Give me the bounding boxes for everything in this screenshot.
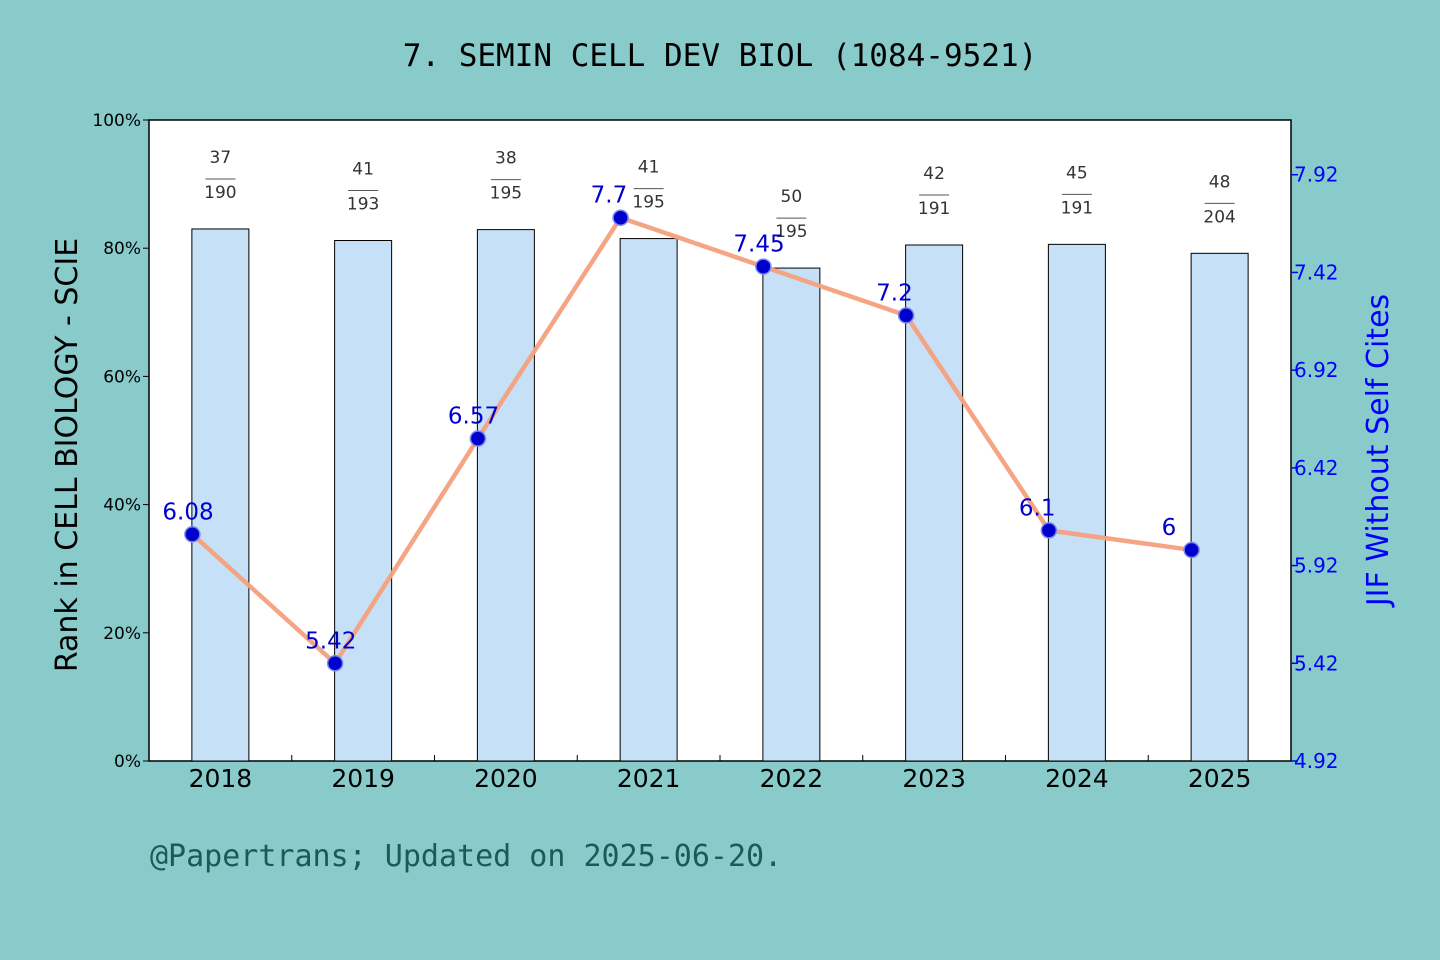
jif-value-label: 6 — [1162, 515, 1177, 541]
jif-marker — [1183, 541, 1200, 559]
total-label: 195 — [490, 184, 522, 204]
x-axis-tick-label: 2018 — [189, 764, 253, 793]
total-label: 195 — [775, 222, 807, 242]
jif-marker — [326, 655, 344, 672]
rank-label: 38 — [495, 149, 517, 169]
right-axis-tick-label: 4.92 — [1294, 749, 1339, 773]
rank-label: 45 — [1066, 163, 1088, 183]
right-axis-tick-label: 7.42 — [1294, 260, 1339, 284]
footer-note: @Papertrans; Updated on 2025-06-20. — [150, 839, 782, 874]
left-axis-tick-label: 100% — [92, 111, 141, 131]
jif-value-label: 7.7 — [591, 183, 628, 209]
jif-marker — [469, 430, 487, 447]
jif-marker — [184, 526, 201, 543]
right-axis-label: JIF Without Self Cites — [1361, 294, 1396, 608]
bar-series — [191, 228, 1249, 762]
total-label: 190 — [204, 183, 236, 203]
right-axis-tick-label: 7.92 — [1294, 163, 1339, 187]
rank-label: 37 — [210, 148, 232, 168]
jif-marker — [897, 307, 915, 324]
right-axis-tick-label: 5.92 — [1294, 554, 1339, 578]
right-axis-tick-label: 6.42 — [1294, 456, 1339, 480]
total-label: 193 — [347, 195, 379, 215]
jif-value-label: 6.57 — [448, 404, 499, 430]
x-axis-tick-label: 2021 — [617, 764, 681, 793]
right-axis: 4.92 5.42 5.92 6.42 6.92 7.42 7.92 — [1291, 163, 1339, 773]
jif-marker — [755, 258, 772, 275]
jif-marker — [612, 209, 629, 226]
rank-label: 42 — [923, 164, 945, 184]
total-label: 191 — [918, 199, 950, 219]
right-axis-tick-label: 6.92 — [1294, 358, 1339, 382]
jif-value-label: 6.1 — [1019, 495, 1056, 521]
bar — [762, 267, 821, 762]
x-axis-tick-label: 2022 — [760, 764, 824, 793]
x-axis-tick-label: 2019 — [331, 764, 395, 793]
x-axis-tick-label: 2025 — [1188, 764, 1252, 793]
x-axis-tick-label: 2024 — [1045, 764, 1109, 793]
jif-value-label: 5.42 — [305, 628, 356, 654]
total-label: 191 — [1061, 198, 1093, 218]
x-axis-tick-label: 2020 — [474, 764, 538, 793]
rank-label: 48 — [1209, 172, 1231, 192]
left-axis-label: Rank in CELL BIOLOGY - SCIE — [50, 238, 85, 672]
left-axis-tick-label: 80% — [103, 239, 141, 259]
rank-labels: 37 190 41 193 38 195 41 195 50 195 42 191 45 191 48 204 — [204, 148, 1236, 242]
left-axis-tick-label: 0% — [114, 752, 141, 772]
line-series: 6.08 5.42 6.57 7.7 7.45 7.2 6.1 6 — [162, 183, 1200, 672]
bar — [191, 228, 250, 762]
left-axis-tick-label: 40% — [103, 496, 141, 516]
plot-area — [148, 119, 1292, 762]
x-axis: 2018 2019 2020 2021 2022 2023 2024 2025 — [189, 755, 1252, 793]
jif-value-label: 7.2 — [876, 280, 913, 306]
jif-line — [190, 215, 1192, 666]
left-axis: 0% 20% 40% 60% 80% 100% — [92, 111, 149, 772]
rank-label: 41 — [352, 160, 374, 180]
bar — [1047, 243, 1106, 762]
bar — [334, 240, 393, 762]
left-axis-tick-label: 20% — [103, 624, 141, 644]
jif-value-label: 6.08 — [162, 499, 213, 525]
jif-value-label: 7.45 — [733, 232, 784, 258]
total-label: 204 — [1203, 207, 1235, 227]
bar — [1190, 252, 1249, 762]
bar — [619, 238, 678, 762]
right-axis-tick-label: 5.42 — [1294, 651, 1339, 675]
rank-label: 41 — [638, 158, 660, 178]
x-axis-tick-label: 2023 — [902, 764, 966, 793]
left-axis-tick-label: 60% — [103, 367, 141, 387]
chart-title: 7. SEMIN CELL DEV BIOL (1084-9521) — [403, 38, 1038, 74]
jif-marker — [1040, 522, 1058, 539]
total-label: 195 — [632, 193, 664, 213]
rank-label: 50 — [781, 187, 803, 207]
bar — [476, 229, 535, 762]
bar — [905, 244, 964, 762]
